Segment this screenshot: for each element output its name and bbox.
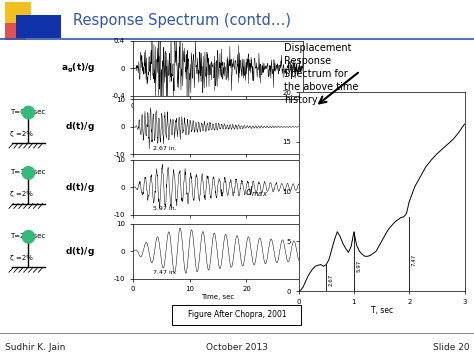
Text: T=1.0 sec: T=1.0 sec	[10, 169, 45, 175]
Circle shape	[22, 230, 35, 243]
Text: Response Spectrum (contd…): Response Spectrum (contd…)	[73, 13, 292, 28]
Text: $\mathbf{d(t)/g}$: $\mathbf{d(t)/g}$	[65, 245, 95, 258]
Bar	[5, 2, 31, 23]
Text: Displacement
Response
Spectrum for
the above time
history: Displacement Response Spectrum for the a…	[284, 43, 359, 105]
Text: 7.47: 7.47	[411, 254, 417, 266]
Text: 7.47 in.: 7.47 in.	[153, 270, 177, 275]
X-axis label: T, sec: T, sec	[371, 306, 392, 315]
Text: $\mathbf{a_g(t)/g}$: $\mathbf{a_g(t)/g}$	[61, 62, 95, 75]
Bar	[16, 15, 61, 38]
Text: October 2013: October 2013	[206, 343, 268, 352]
X-axis label: Time, sec: Time, sec	[201, 111, 235, 117]
Y-axis label: $d_{max}$: $d_{max}$	[246, 185, 268, 198]
Text: T=2.0 sec: T=2.0 sec	[10, 233, 45, 239]
Text: 2.67 in.: 2.67 in.	[153, 146, 177, 151]
Text: $\mathbf{d(t)/g}$: $\mathbf{d(t)/g}$	[65, 120, 95, 133]
Bar	[5, 20, 26, 40]
X-axis label: Time, sec: Time, sec	[201, 294, 235, 300]
Text: Sudhir K. Jain: Sudhir K. Jain	[5, 343, 65, 352]
Circle shape	[22, 166, 35, 179]
Text: T=0.5 sec: T=0.5 sec	[10, 109, 45, 115]
Circle shape	[22, 106, 35, 119]
FancyBboxPatch shape	[172, 305, 301, 326]
Text: 2.67: 2.67	[328, 274, 334, 286]
Text: Figure After Chopra, 2001: Figure After Chopra, 2001	[188, 310, 286, 319]
Text: $\mathbf{d(t)/g}$: $\mathbf{d(t)/g}$	[65, 181, 95, 194]
Text: Slide 20: Slide 20	[433, 343, 469, 352]
Text: ζ =2%: ζ =2%	[10, 191, 33, 197]
Text: ζ =2%: ζ =2%	[10, 255, 33, 261]
Text: ζ =2%: ζ =2%	[10, 131, 33, 137]
Text: 5.97 in.: 5.97 in.	[153, 206, 177, 211]
Text: 5.97: 5.97	[356, 260, 361, 272]
